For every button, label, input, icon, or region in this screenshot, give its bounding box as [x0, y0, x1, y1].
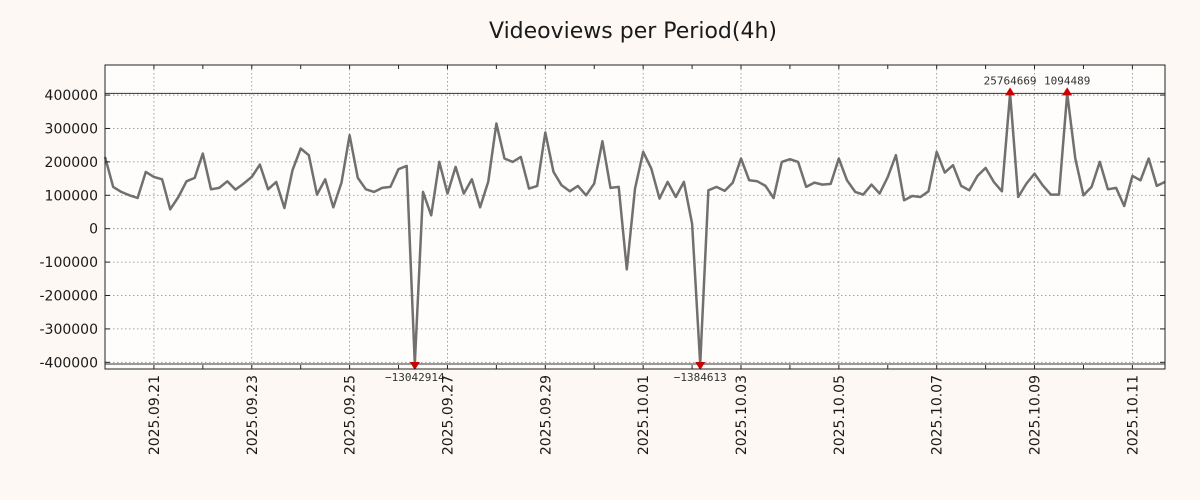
axes-frame — [104, 64, 1166, 370]
y-tick-label: 200000 — [45, 155, 98, 171]
x-tick-label: 2025.09.21 — [147, 375, 163, 455]
annotations: −13042914 −1384613 25764669 1094489 — [385, 74, 1090, 384]
clip-lines — [105, 92, 1165, 365]
y-axis-ticks: -400000 -300000 -200000 -100000 0 100000 20000… — [40, 88, 1165, 371]
outlier-label: 25764669 — [984, 74, 1037, 87]
x-tick-label: 2025.09.29 — [538, 375, 554, 455]
x-tick-label: 2025.09.23 — [245, 375, 261, 455]
y-tick-label: 300000 — [45, 121, 98, 137]
y-tick-label: -100000 — [40, 255, 99, 271]
outlier-marker — [1005, 87, 1016, 96]
axes — [104, 64, 1166, 370]
chart-title: Videoviews per Period(4h) — [489, 19, 777, 44]
outlier-label: 1094489 — [1044, 74, 1090, 87]
y-tick-label: 400000 — [45, 88, 98, 104]
x-tick-label: 2025.10.01 — [636, 375, 652, 455]
x-axis-ticks: 2025.09.21 2025.09.23 2025.09.25 2025.09.27… — [147, 65, 1141, 455]
x-tick-label: 2025.09.27 — [441, 375, 457, 455]
outlier-marker — [1062, 87, 1073, 96]
x-tick-label: 2025.10.03 — [734, 375, 750, 455]
x-tick-label: 2025.10.05 — [832, 375, 848, 455]
x-tick-label: 2025.10.07 — [930, 375, 946, 455]
y-tick-label: 100000 — [45, 188, 98, 204]
outlier-label: −1384613 — [674, 371, 727, 384]
outlier-label: −13042914 — [385, 371, 445, 384]
outlier-marker — [409, 361, 420, 370]
y-tick-label: 0 — [89, 222, 98, 238]
outlier-marker — [695, 361, 706, 370]
plot-area — [105, 65, 1165, 369]
y-tick-label: -200000 — [40, 289, 99, 305]
x-tick-label: 2025.09.25 — [343, 375, 359, 455]
y-tick-label: -300000 — [40, 322, 99, 338]
series-line — [103, 92, 1166, 366]
plot-background — [105, 65, 1165, 369]
x-tick-label: 2025.10.09 — [1028, 375, 1044, 455]
x-tick-label: 2025.10.11 — [1125, 375, 1141, 455]
series-group — [103, 92, 1166, 366]
y-tick-label: -400000 — [40, 355, 99, 371]
